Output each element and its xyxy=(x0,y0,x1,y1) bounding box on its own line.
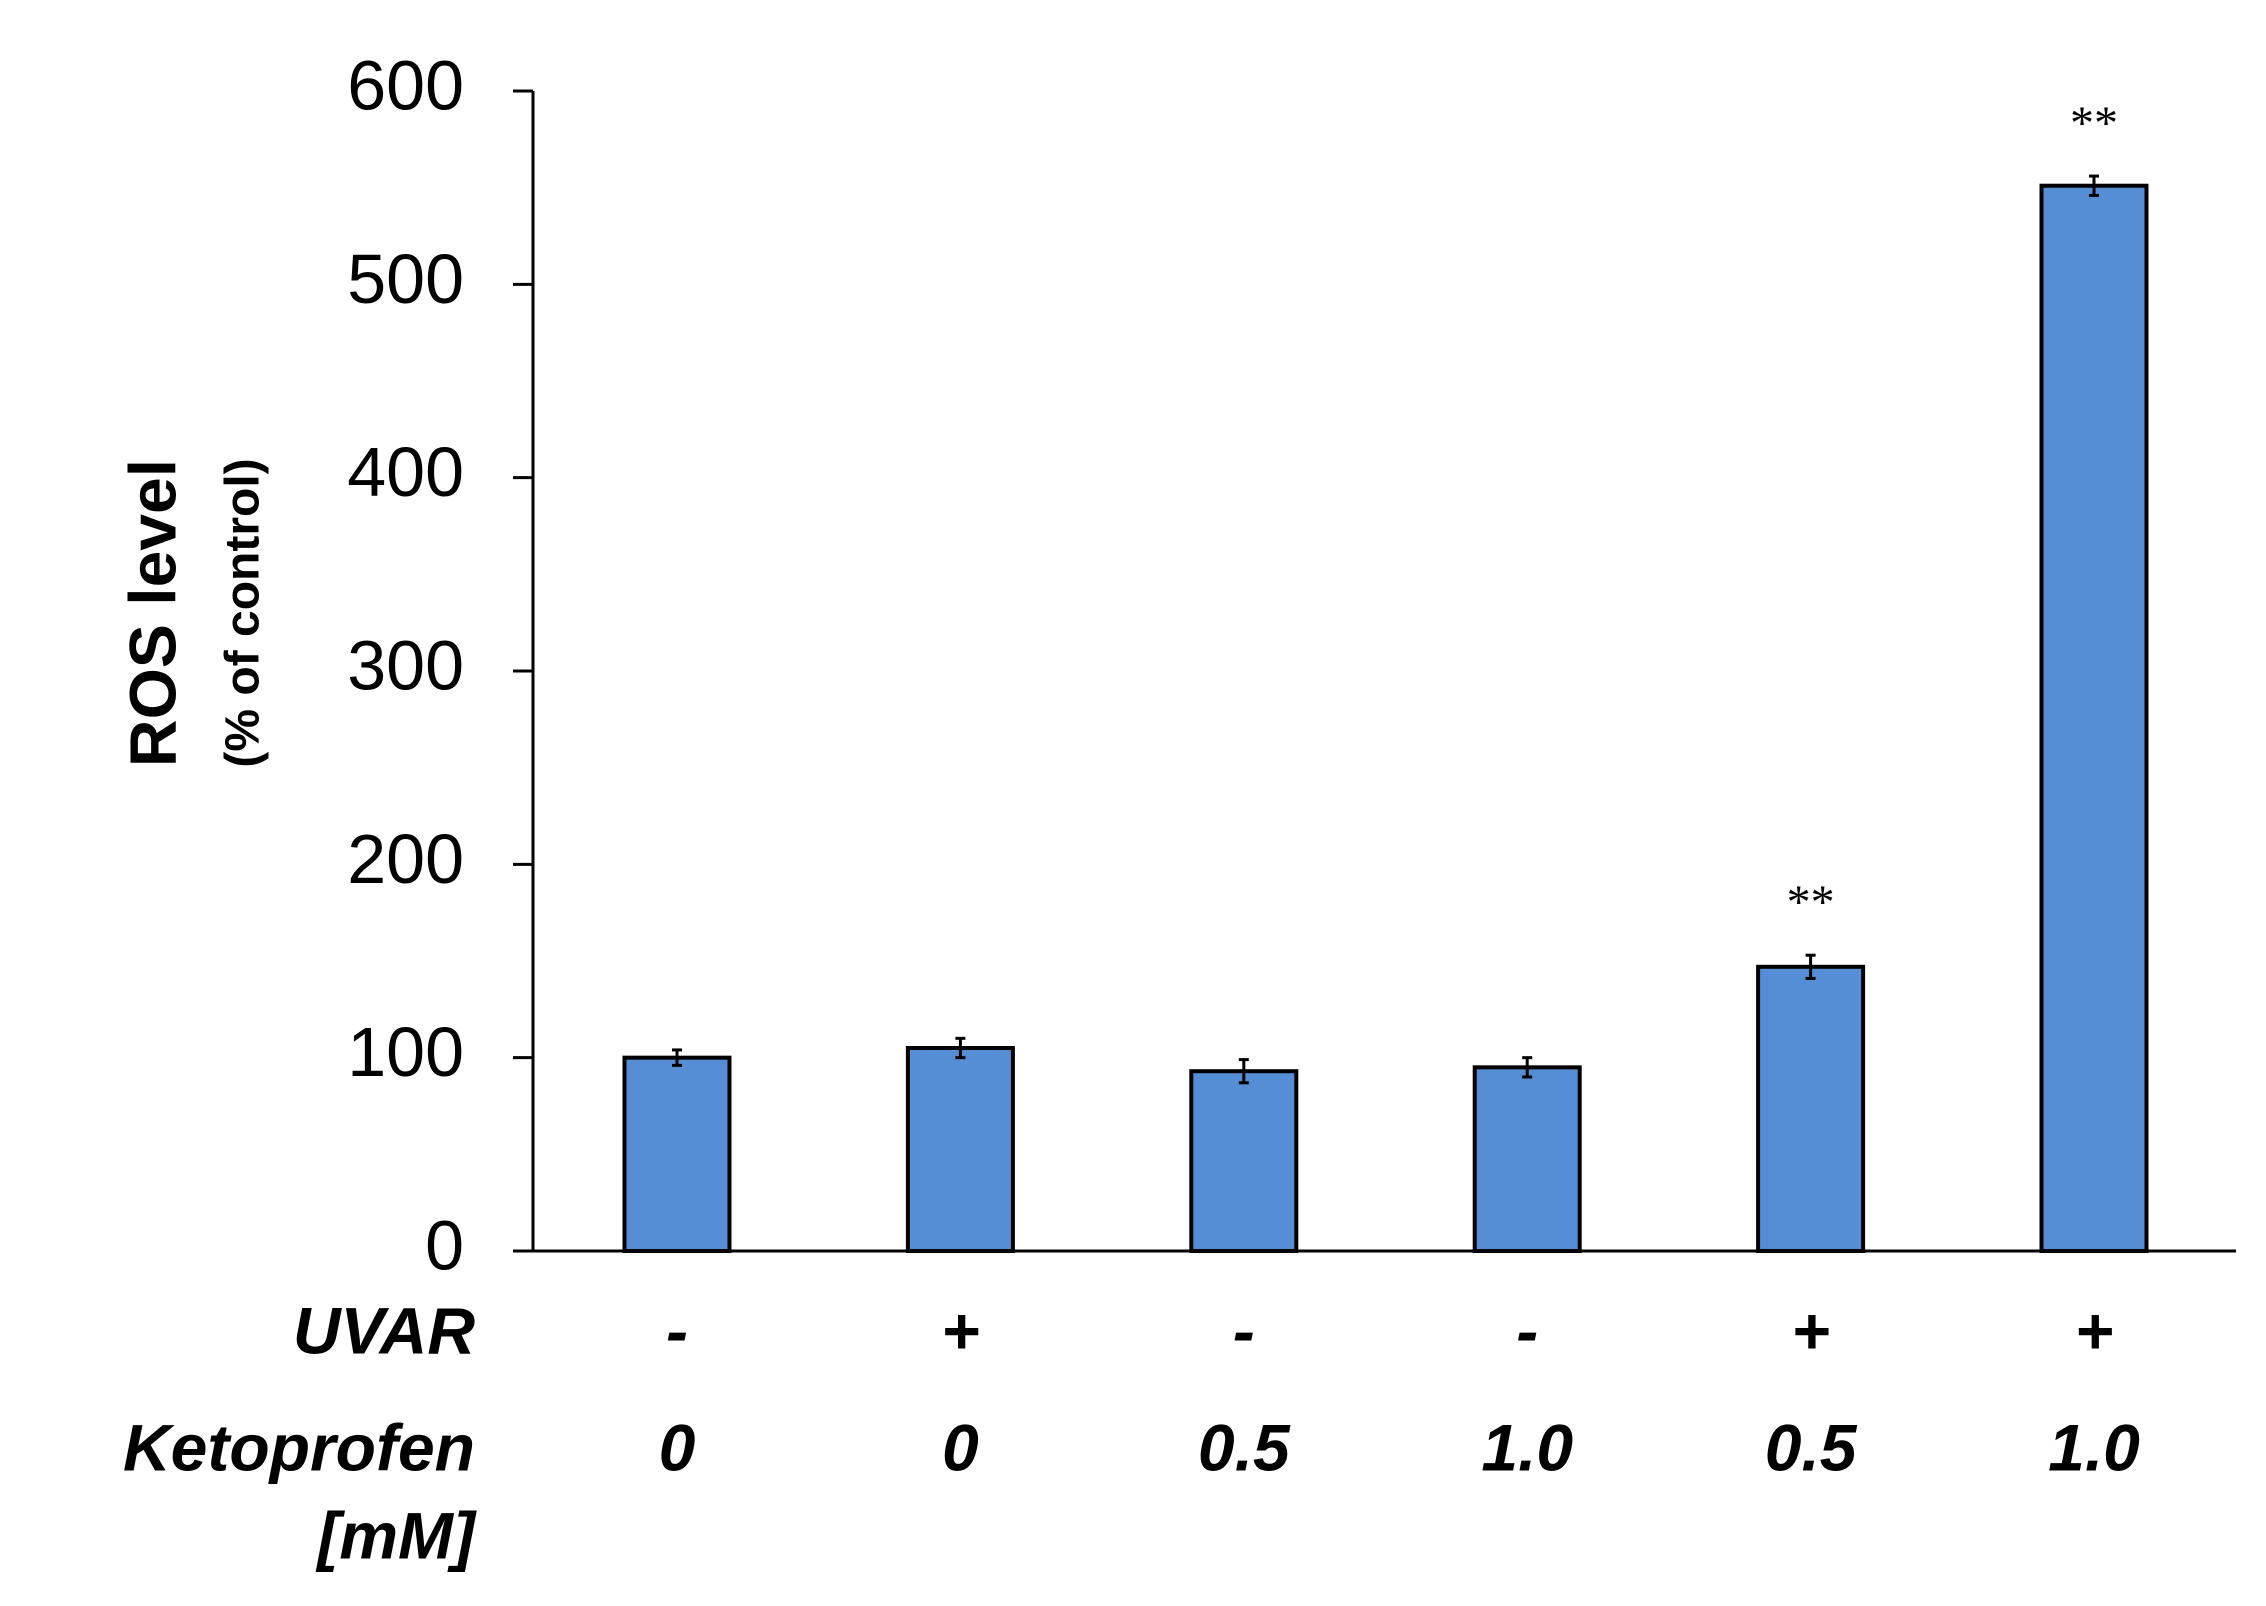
bar xyxy=(1756,964,1866,1253)
y-axis-title: ROS level xyxy=(115,459,189,767)
error-bar xyxy=(1238,1058,1249,1085)
error-bar xyxy=(1522,1056,1533,1079)
y-tick-label: 500 xyxy=(347,240,464,318)
y-tick-label: 100 xyxy=(347,1013,464,1091)
x-row-value: 1.0 xyxy=(1481,1410,1573,1484)
x-row-label: [mM] xyxy=(315,1498,477,1572)
significance: ** xyxy=(2070,97,2118,150)
bar xyxy=(905,1046,1015,1253)
bar xyxy=(622,1055,732,1253)
bar xyxy=(1189,1069,1299,1253)
x-row-value: - xyxy=(1233,1293,1255,1367)
x-row-value: 0 xyxy=(942,1410,979,1484)
x-row-value: - xyxy=(666,1293,688,1367)
error-bar xyxy=(1805,953,1816,980)
x-row-value: - xyxy=(1516,1293,1538,1367)
y-tick-label: 400 xyxy=(347,433,464,511)
x-row-value: 1.0 xyxy=(2048,1410,2140,1484)
x-row-value: 0 xyxy=(659,1410,696,1484)
x-row-value: + xyxy=(2075,1293,2114,1367)
x-row-label: UVAR xyxy=(293,1293,475,1367)
x-row-value: 0.5 xyxy=(1198,1410,1291,1484)
x-row-value: + xyxy=(1791,1293,1830,1367)
x-row-value: + xyxy=(941,1293,980,1367)
error-bar xyxy=(672,1048,682,1067)
y-tick-label: 0 xyxy=(425,1206,464,1284)
x-row-value: 0.5 xyxy=(1765,1410,1858,1484)
error-bar xyxy=(2089,174,2099,197)
bar xyxy=(1472,1065,1582,1254)
y-tick-label: 600 xyxy=(347,46,464,124)
significance: ** xyxy=(1787,876,1835,929)
y-tick-label: 200 xyxy=(347,820,464,898)
error-bar xyxy=(955,1036,966,1060)
y-tick-label: 300 xyxy=(347,626,464,704)
bar xyxy=(2039,183,2149,1254)
y-axis-subtitle: (% of control) xyxy=(217,458,270,767)
x-row-label: Ketoprofen xyxy=(123,1410,475,1484)
